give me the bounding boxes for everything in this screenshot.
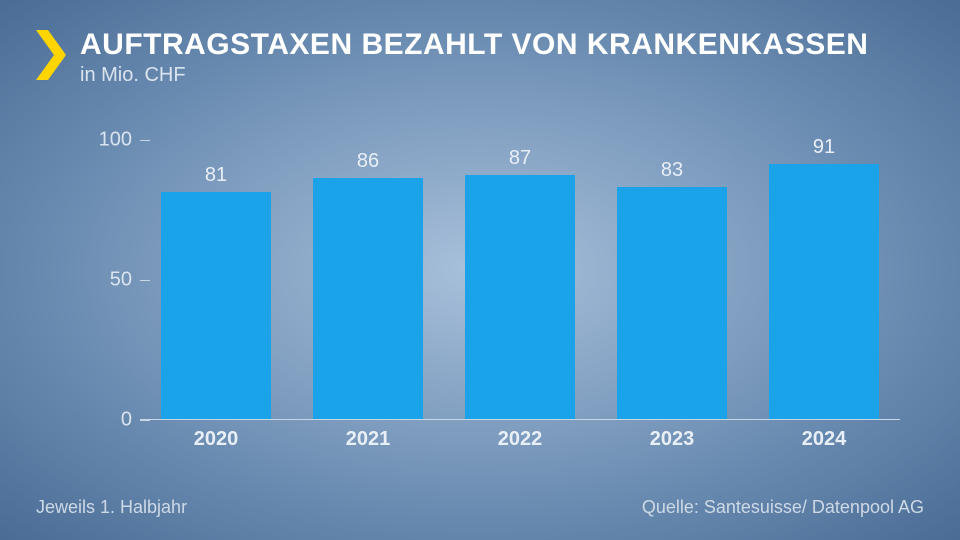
page-title: AUFTRAGSTAXEN BEZAHLT VON KRANKENKASSEN [80,28,868,62]
x-category-label: 2021 [292,428,444,451]
x-category-label: 2020 [140,428,292,451]
y-tick-mark [140,420,150,421]
chevron-icon [36,30,66,85]
chart-bar: 86 [313,178,423,419]
chart-plot-area: 8186878391 [140,140,900,420]
header: AUFTRAGSTAXEN BEZAHLT VON KRANKENKASSEN … [36,28,868,87]
bar-value-label: 83 [617,159,727,182]
bar-chart: 050100 8186878391 20202021202220232024 [80,140,900,460]
chart-bar: 81 [161,192,271,419]
footer-source-right: Quelle: Santesuisse/ Datenpool AG [642,497,924,518]
chart-bar: 91 [769,164,879,419]
x-category-label: 2022 [444,428,596,451]
bar-value-label: 86 [313,150,423,173]
chart-bar: 87 [465,175,575,419]
title-block: AUFTRAGSTAXEN BEZAHLT VON KRANKENKASSEN … [80,28,868,87]
y-tick-label: 100 [80,129,132,152]
page-subtitle: in Mio. CHF [80,64,868,87]
x-category-label: 2023 [596,428,748,451]
footer-note-left: Jeweils 1. Halbjahr [36,497,187,518]
y-tick-label: 0 [80,409,132,432]
bar-value-label: 87 [465,147,575,170]
bar-value-label: 91 [769,136,879,159]
bar-value-label: 81 [161,164,271,187]
chart-bar: 83 [617,187,727,419]
y-tick-label: 50 [80,269,132,292]
x-category-label: 2024 [748,428,900,451]
